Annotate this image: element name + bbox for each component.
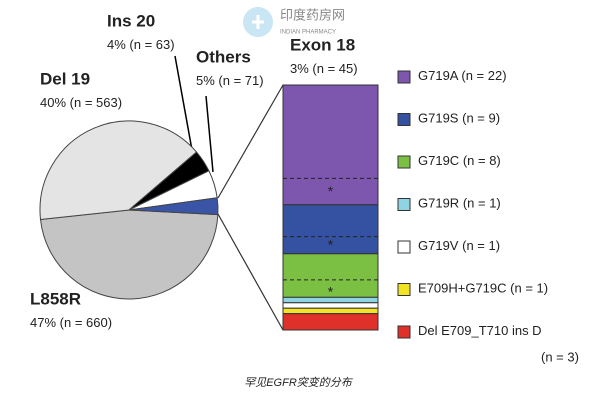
slice-value: 40% (n = 563) xyxy=(40,95,122,110)
asterisk-marker: * xyxy=(328,284,334,300)
legend-value: (n = 3) xyxy=(541,349,579,364)
legend-label: E709H+G719C (n = 1) xyxy=(418,281,548,296)
bar-segment xyxy=(282,84,379,206)
legend-swatch xyxy=(397,198,411,211)
legend-swatch xyxy=(397,155,411,169)
slice-value: 4% (n = 63) xyxy=(107,37,175,52)
legend-name: G719S xyxy=(418,111,459,126)
asterisk-marker: * xyxy=(328,183,334,199)
count-label: (n = 63) xyxy=(129,37,174,52)
value-label: 4% xyxy=(107,37,126,52)
slice-value: 3% (n = 45) xyxy=(290,61,358,76)
legend-label: G719S (n = 9) xyxy=(418,111,500,126)
bar-segment xyxy=(282,296,379,304)
legend-label: G719V (n = 1) xyxy=(418,238,500,253)
connector-line xyxy=(217,84,284,199)
value-label: 40% xyxy=(40,95,66,110)
legend-value: (n = 9) xyxy=(462,111,500,126)
leader-line xyxy=(205,95,214,173)
slice-label: Del 19 xyxy=(40,69,90,88)
legend-value: (n = 1) xyxy=(463,196,501,211)
legend-value: (n = 8) xyxy=(463,153,501,168)
bar-segment xyxy=(282,307,379,315)
bar-segment xyxy=(282,302,379,309)
legend-label: G719A (n = 22) xyxy=(418,68,507,83)
count-label: (n = 660) xyxy=(60,315,112,330)
count-label: (n = 71) xyxy=(218,73,263,88)
legend-label: G719R (n = 1) xyxy=(418,196,501,211)
bar-segment xyxy=(282,313,379,331)
legend-swatch xyxy=(397,325,411,339)
legend-value: (n = 1) xyxy=(462,238,500,253)
asterisk-marker: * xyxy=(328,237,334,253)
watermark-subtitle: INDIAN PHARMACY xyxy=(280,30,336,36)
count-label: (n = 45) xyxy=(312,61,357,76)
slice-value: 5% (n = 71) xyxy=(196,73,264,88)
pie-slice xyxy=(128,197,219,216)
bar-segment xyxy=(282,204,379,255)
legend-name: Del E709_T710 ins D xyxy=(418,323,542,338)
legend-name: G719R xyxy=(418,196,459,211)
count-label: (n = 563) xyxy=(70,95,122,110)
watermark: 印度药房网 INDIAN PHARMACY xyxy=(243,7,345,37)
legend-swatch xyxy=(397,70,411,84)
connector-line xyxy=(217,213,284,331)
watermark-name: 印度药房网 xyxy=(280,7,345,22)
leader-line xyxy=(174,55,193,151)
legend-value: (n = 1) xyxy=(510,281,548,296)
legend-swatch xyxy=(397,283,411,296)
legend-name: G719V xyxy=(418,238,459,253)
legend-name: G719A xyxy=(418,68,459,83)
slice-label: Ins 20 xyxy=(107,11,155,30)
legend-value: (n = 22) xyxy=(461,68,506,83)
legend-swatch xyxy=(397,240,411,254)
value-label: 5% xyxy=(196,73,215,88)
bar-segment xyxy=(282,253,379,298)
legend-label: Del E709_T710 ins D xyxy=(418,323,542,338)
value-label: 47% xyxy=(30,315,56,330)
legend-swatch xyxy=(397,113,411,126)
slice-label: Exon 18 xyxy=(290,35,355,54)
legend-name: G719C xyxy=(418,153,459,168)
slice-value: 47% (n = 660) xyxy=(30,315,112,330)
value-label: 3% xyxy=(290,61,309,76)
legend-label: G719C (n = 8) xyxy=(418,153,501,168)
slice-label: L858R xyxy=(30,289,81,308)
legend-name: E709H+G719C xyxy=(418,281,507,296)
watermark-cross xyxy=(252,15,264,29)
pie-slice xyxy=(39,209,219,300)
caption: 罕见EGFR突变的分布 xyxy=(244,376,354,389)
slice-label: Others xyxy=(196,47,251,66)
pie-slice xyxy=(39,120,198,220)
